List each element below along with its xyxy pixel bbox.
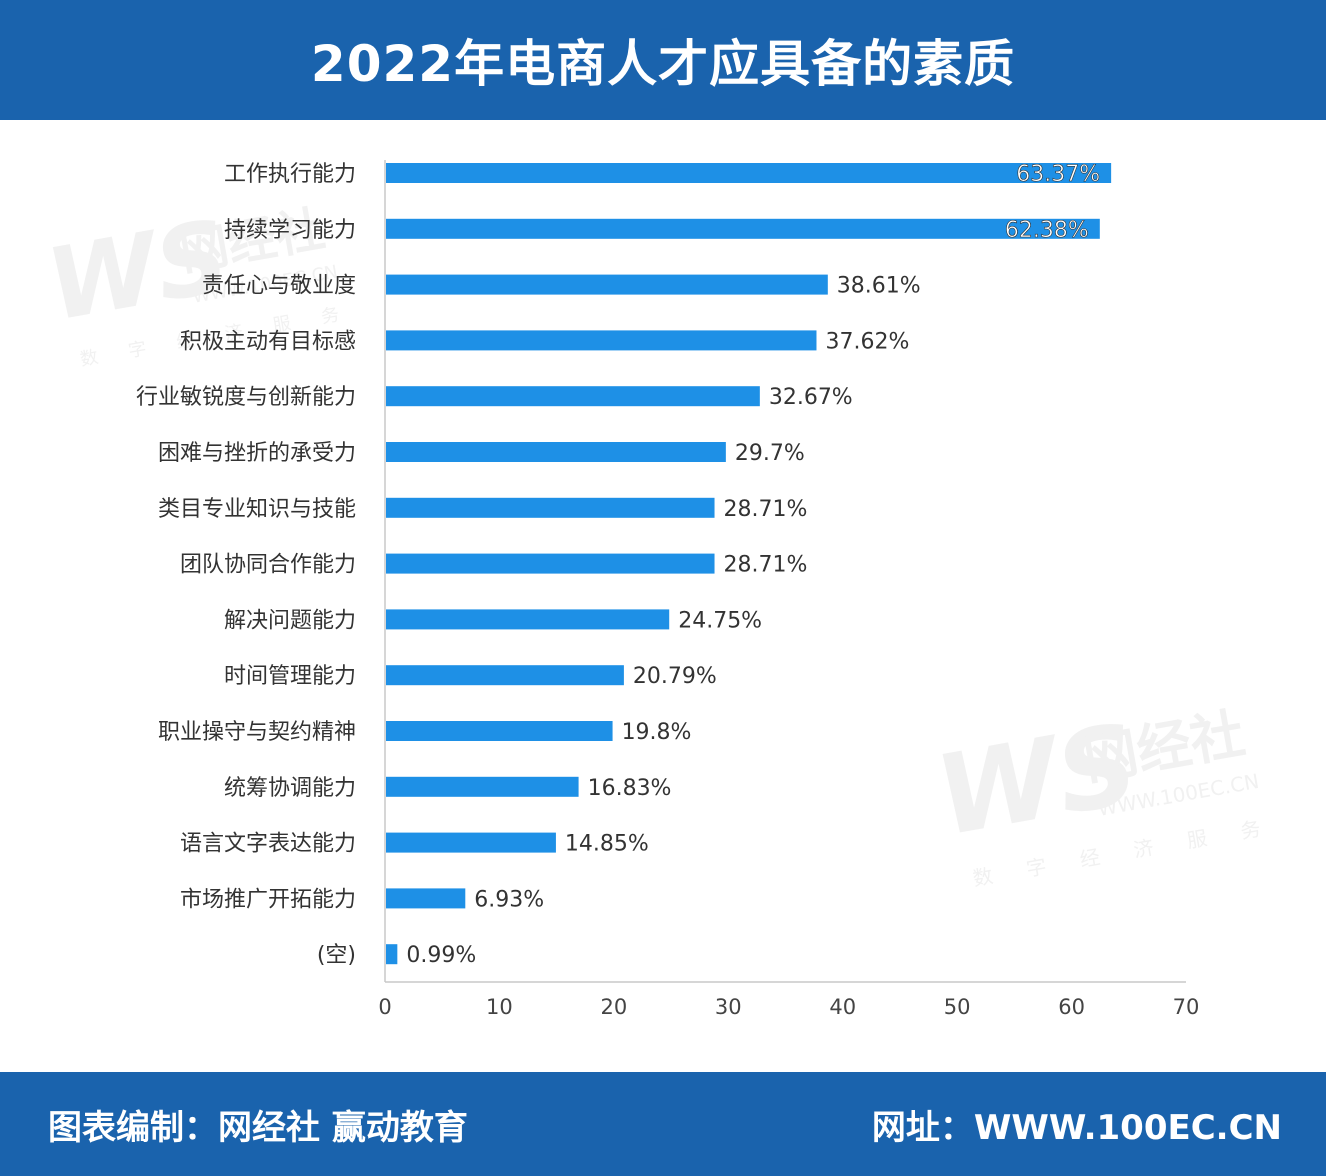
- bar-1: [386, 163, 1112, 183]
- bar-4: [386, 330, 817, 351]
- category-label: 解决问题能力: [224, 608, 356, 633]
- data-label: 28.71%: [724, 497, 808, 522]
- category-label: 统筹协调能力: [224, 776, 356, 801]
- category-label: 持续学习能力: [224, 218, 356, 243]
- data-label: 20.79%: [633, 664, 717, 689]
- data-label: 16.83%: [588, 776, 672, 801]
- bar-3: [386, 274, 828, 295]
- category-label: 市场推广开拓能力: [180, 887, 356, 912]
- bar-11: [386, 721, 613, 741]
- chart-area: WS 网经社 WWW.100EC.CN 数 字 经 济 服 务 WS 网经社 WWW.100…: [0, 120, 1326, 1072]
- bar-13: [386, 832, 556, 853]
- bar-2: [386, 218, 1100, 239]
- data-label: 63.37%: [1016, 162, 1100, 187]
- bar-9: [386, 609, 670, 630]
- x-tick-label: 60: [1058, 995, 1085, 1019]
- x-tick-label: 10: [486, 995, 513, 1019]
- bar-5: [386, 386, 760, 407]
- page-title: 2022年电商人才应具备的素质: [310, 35, 1016, 93]
- x-tick-label: 50: [944, 995, 971, 1019]
- bar-12: [386, 776, 579, 797]
- data-label: 6.93%: [474, 887, 544, 912]
- bars: 工作执行能力 63.37% 持续学习能力 62.38% 责任心与敬业度 38.61% 积极主…: [136, 162, 1112, 968]
- footer-credit: 图表编制：网经社 赢动教育: [48, 1107, 468, 1148]
- data-label: 29.7%: [735, 441, 805, 466]
- data-label: 62.38%: [1005, 218, 1089, 243]
- axes: 0 10 20 30 40 50 60 70: [378, 160, 1199, 1019]
- x-tick-label: 30: [715, 995, 742, 1019]
- data-label: 14.85%: [565, 832, 649, 857]
- category-label: 职业操守与契约精神: [158, 720, 356, 745]
- category-label: 工作执行能力: [224, 162, 356, 187]
- category-label: 语言文字表达能力: [180, 832, 356, 857]
- data-label: 19.8%: [622, 720, 692, 745]
- x-tick-label: 0: [378, 995, 391, 1019]
- data-label: 37.62%: [825, 329, 909, 354]
- bar-10: [386, 665, 624, 686]
- data-label: 0.99%: [406, 943, 476, 968]
- category-label: 时间管理能力: [224, 664, 356, 689]
- data-label: 32.67%: [769, 385, 853, 410]
- data-label: 38.61%: [837, 274, 921, 299]
- category-label: 责任心与敬业度: [202, 274, 356, 299]
- category-label: 积极主动有目标感: [180, 329, 356, 354]
- category-label: 类目专业知识与技能: [158, 497, 356, 522]
- x-tick-label: 70: [1173, 995, 1200, 1019]
- category-label: 行业敏锐度与创新能力: [136, 385, 356, 410]
- data-label: 28.71%: [724, 553, 808, 578]
- bar-15: [386, 944, 398, 965]
- footer-banner: 图表编制：网经社 赢动教育 网址：WWW.100EC.CN: [0, 1072, 1326, 1176]
- category-label: 团队协同合作能力: [180, 553, 356, 578]
- bar-7: [386, 497, 715, 518]
- footer-website: 网址：WWW.100EC.CN: [871, 1107, 1282, 1148]
- data-label: 24.75%: [678, 608, 762, 633]
- bar-6: [386, 442, 726, 462]
- bar-14: [386, 888, 466, 909]
- x-tick-label: 40: [829, 995, 856, 1019]
- category-label: 困难与挫折的承受力: [158, 441, 356, 466]
- bar-8: [386, 553, 715, 574]
- x-tick-label: 20: [600, 995, 627, 1019]
- category-label: (空): [317, 943, 356, 968]
- header-banner: 2022年电商人才应具备的素质: [0, 0, 1326, 120]
